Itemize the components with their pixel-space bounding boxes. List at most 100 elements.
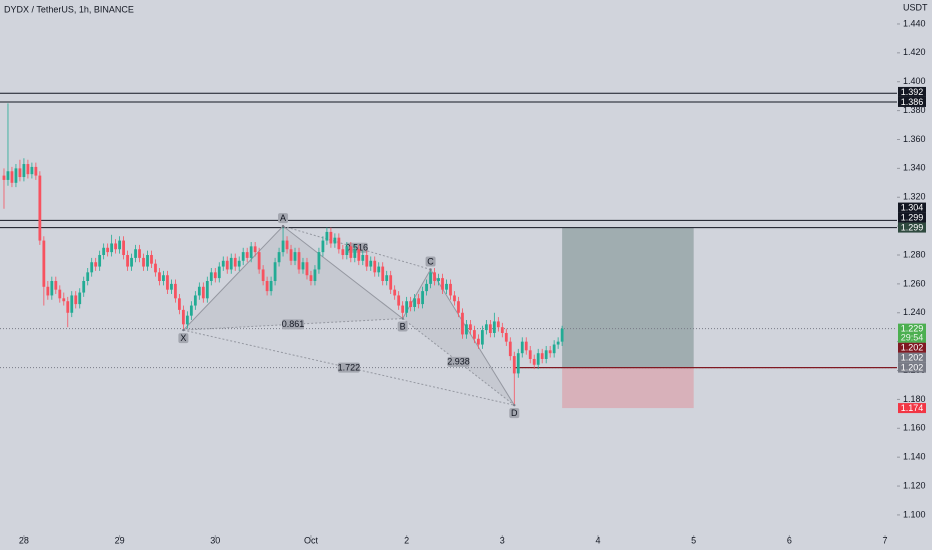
candle-body	[142, 257, 145, 267]
x-tick-label: 30	[210, 535, 220, 545]
candle-body	[325, 231, 329, 241]
candle-body	[225, 260, 229, 270]
point-label: B	[400, 321, 406, 331]
candle-body	[496, 321, 500, 328]
pattern-fill	[183, 226, 403, 331]
candle-body	[118, 240, 121, 250]
pattern-point	[513, 403, 516, 407]
candle-body	[10, 171, 14, 183]
candle-body	[369, 260, 373, 267]
candle-body	[14, 168, 18, 183]
candle-body	[106, 247, 110, 253]
candle-body	[341, 249, 345, 256]
price-label: 1.202	[901, 363, 924, 373]
candle-body	[229, 257, 233, 270]
candle-body	[170, 283, 173, 290]
candle-body	[257, 252, 261, 270]
candle-body	[313, 269, 317, 282]
price-label: 1.299	[901, 212, 924, 222]
candle-body	[289, 249, 293, 261]
candle-body	[18, 168, 22, 178]
price-label: 1.299	[901, 222, 924, 232]
y-tick-label: 1.140	[903, 452, 926, 462]
candle-body	[110, 243, 114, 253]
candle-body	[130, 257, 133, 267]
candle-body	[445, 283, 448, 290]
price-label-box	[898, 96, 926, 107]
price-label-box	[898, 403, 926, 414]
candle-body	[126, 255, 129, 267]
price-label: 1.304	[901, 202, 924, 212]
loss-zone	[562, 367, 694, 409]
candle-body	[158, 272, 161, 282]
candle-body	[441, 278, 444, 290]
candle-body	[321, 240, 325, 253]
candle-body	[333, 237, 337, 244]
profit-zone	[562, 227, 694, 368]
candle-body	[528, 350, 532, 359]
point-box	[425, 256, 436, 267]
pattern-point	[401, 317, 404, 320]
candle-body	[205, 281, 209, 299]
pattern-point	[182, 328, 185, 332]
pattern-point	[429, 268, 432, 271]
candle-body	[301, 262, 305, 270]
candle-body	[357, 249, 361, 261]
candle-body	[345, 246, 349, 256]
candle-body	[221, 260, 225, 267]
ratio-label: 1.722	[338, 363, 361, 373]
candle-body	[197, 286, 201, 296]
candle-body	[477, 338, 480, 345]
candle-body	[305, 262, 309, 276]
candle-body	[484, 324, 488, 331]
candle-body	[253, 246, 257, 253]
candle-body	[34, 166, 38, 176]
chart-title: DYDX / TetherUS, 1h, BINANCE	[4, 4, 134, 14]
price-label-box	[898, 362, 926, 373]
candle-body	[337, 237, 341, 250]
currency: USDT	[903, 2, 928, 12]
candle-body	[461, 312, 464, 335]
price-label-box	[898, 202, 926, 213]
candle-body	[281, 240, 285, 253]
candle-body	[122, 240, 125, 256]
candle-body	[329, 231, 333, 244]
candle-body	[189, 305, 193, 316]
candle-body	[138, 249, 141, 258]
candle-body	[209, 272, 213, 282]
candle-body	[174, 283, 177, 299]
x-tick-label: 28	[19, 535, 29, 545]
price-label-box	[898, 352, 926, 363]
candle-body	[46, 286, 50, 296]
candle-body	[86, 272, 90, 282]
candle-body	[58, 289, 62, 299]
y-tick-label: 1.160	[903, 423, 926, 433]
candle-body	[162, 275, 165, 282]
candle-body	[54, 281, 58, 290]
candle-body	[50, 281, 54, 296]
candle-body	[409, 301, 413, 307]
ratio-label: 0.861	[282, 319, 305, 329]
candle-body	[548, 350, 552, 354]
candle-body	[297, 252, 301, 270]
candle-body	[393, 289, 397, 296]
price-label: 1.229	[901, 324, 924, 334]
candle-body	[30, 166, 34, 175]
candle-body	[560, 328, 564, 342]
candle-body	[213, 272, 217, 279]
candle-body	[457, 301, 460, 313]
price-label-box	[898, 212, 926, 223]
x-tick-label: 29	[115, 535, 125, 545]
point-box	[397, 321, 408, 332]
candle-body	[361, 255, 365, 261]
candle-body	[166, 275, 169, 290]
x-tick-label: 3	[500, 535, 505, 545]
x-tick-label: 4	[595, 535, 600, 545]
price-label: 1.392	[901, 87, 924, 97]
price-label: 1.202	[901, 343, 924, 353]
countdown: 29:54	[901, 333, 924, 343]
x-tick-label: 6	[787, 535, 792, 545]
candle-body	[365, 255, 369, 267]
candle-body	[66, 301, 70, 313]
